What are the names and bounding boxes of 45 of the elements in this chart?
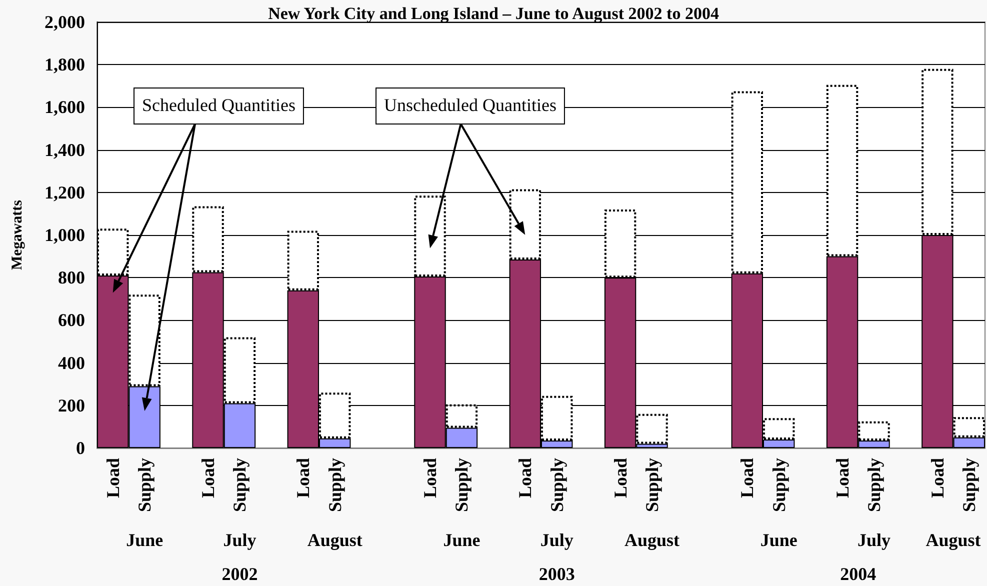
y-tick-label: 800 — [58, 268, 85, 288]
y-tick-label: 1,600 — [44, 97, 85, 118]
text: 2002 — [222, 564, 258, 585]
y-tick-label: 400 — [58, 352, 85, 373]
x-tick-label: Supply — [642, 458, 662, 512]
x-tick-label: Supply — [864, 458, 884, 512]
x-tick-label: Supply — [452, 458, 472, 512]
y-tick-label: 200 — [58, 395, 85, 416]
text: 2003 — [538, 564, 575, 585]
y-tick-label: 1,200 — [44, 182, 85, 202]
x-tick-label: Load — [198, 458, 218, 498]
x-tick-label: Supply — [768, 458, 789, 512]
annotation: Unscheduled Quantities — [384, 95, 556, 116]
x-tick-label: Supply — [134, 458, 155, 512]
x-tick-label: Load — [293, 458, 314, 498]
x-tick-label: Supply — [959, 458, 980, 512]
x-tick-label: Supply — [230, 458, 250, 512]
y-tick-label: 600 — [58, 310, 85, 330]
x-tick-label: Load — [515, 458, 536, 498]
x-tick-label: Supply — [324, 458, 345, 512]
y-tick-label: 0 — [76, 438, 85, 458]
text: August — [624, 530, 680, 551]
y-tick-label: 1,000 — [44, 225, 85, 245]
y-tick-label: 1,800 — [44, 54, 85, 75]
text: June — [443, 530, 480, 551]
text: July — [857, 530, 890, 551]
chart-title: New York City and Long Island – June to August 2002 to 2004 — [268, 4, 720, 23]
x-tick-label: Load — [737, 458, 758, 498]
x-tick-label: Supply — [546, 458, 567, 512]
text: July — [223, 530, 256, 551]
y-axis-title: Megawatts — [10, 200, 26, 270]
text: June — [760, 530, 798, 551]
text: June — [126, 530, 164, 551]
y-tick-label: 1,400 — [44, 140, 85, 160]
text: August — [926, 530, 981, 551]
text: July — [540, 530, 574, 551]
y-tick-label: 2,000 — [44, 12, 85, 32]
text: August — [307, 530, 362, 551]
annotation: Scheduled Quantities — [142, 95, 296, 116]
text: 2004 — [840, 564, 876, 585]
x-tick-label: Load — [832, 458, 852, 498]
x-tick-label: Load — [420, 458, 440, 498]
x-tick-label: Load — [102, 458, 123, 498]
x-tick-label: Load — [610, 458, 630, 498]
x-tick-label: Load — [927, 458, 948, 498]
